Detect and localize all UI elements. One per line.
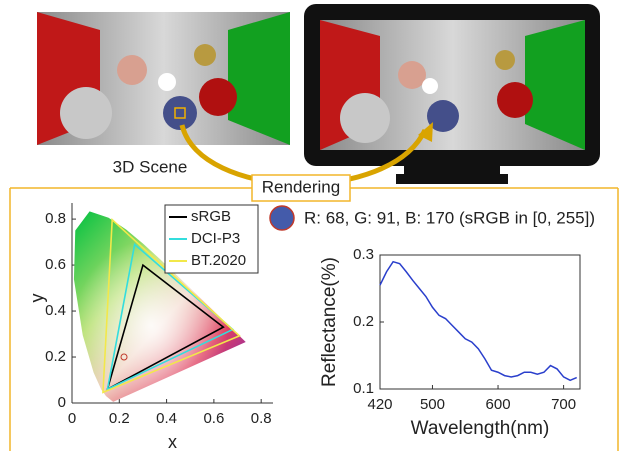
legend-label: BT.2020 (191, 252, 246, 269)
reflectance-line (380, 262, 577, 381)
y-tick-label: 0.1 (353, 380, 374, 397)
x-tick-label: 0.6 (203, 410, 224, 427)
scene-caption: 3D Scene (113, 157, 188, 176)
y-tick-label: 0.6 (45, 256, 66, 273)
x-axis-label: x (168, 432, 177, 451)
sample-swatch (270, 206, 294, 230)
process-label: Rendering (262, 177, 340, 196)
plot-frame (380, 255, 580, 389)
y-tick-label: 0.3 (353, 246, 374, 263)
legend-label: DCI-P3 (191, 230, 240, 247)
x-tick-label: 600 (486, 396, 511, 413)
x-tick-label: 700 (551, 396, 576, 413)
monitor (304, 4, 600, 184)
x-tick-label: 0.2 (109, 410, 130, 427)
y-axis-label: Reflectance(%) (319, 257, 340, 387)
y-tick-label: 0 (58, 394, 66, 411)
x-tick-label: 0.8 (251, 410, 272, 427)
scene-image (37, 12, 290, 145)
y-tick-label: 0.4 (45, 302, 66, 319)
y-tick-label: 0.2 (353, 313, 374, 330)
y-tick-label: 0.2 (45, 348, 66, 365)
x-tick-label: 500 (420, 396, 445, 413)
x-tick-label: 420 (367, 396, 392, 413)
x-axis-label: Wavelength(nm) (411, 418, 550, 439)
sample-label: R: 68, G: 91, B: 170 (sRGB in [0, 255]) (304, 208, 595, 227)
legend-label: sRGB (191, 208, 231, 225)
x-tick-label: 0.4 (156, 410, 177, 427)
y-tick-label: 0.8 (45, 210, 66, 227)
figure: 3D Scene Rendering R: 68, G: 91, B: 170 … (0, 0, 629, 451)
x-tick-label: 0 (68, 410, 76, 427)
y-axis-label: y (27, 294, 47, 303)
